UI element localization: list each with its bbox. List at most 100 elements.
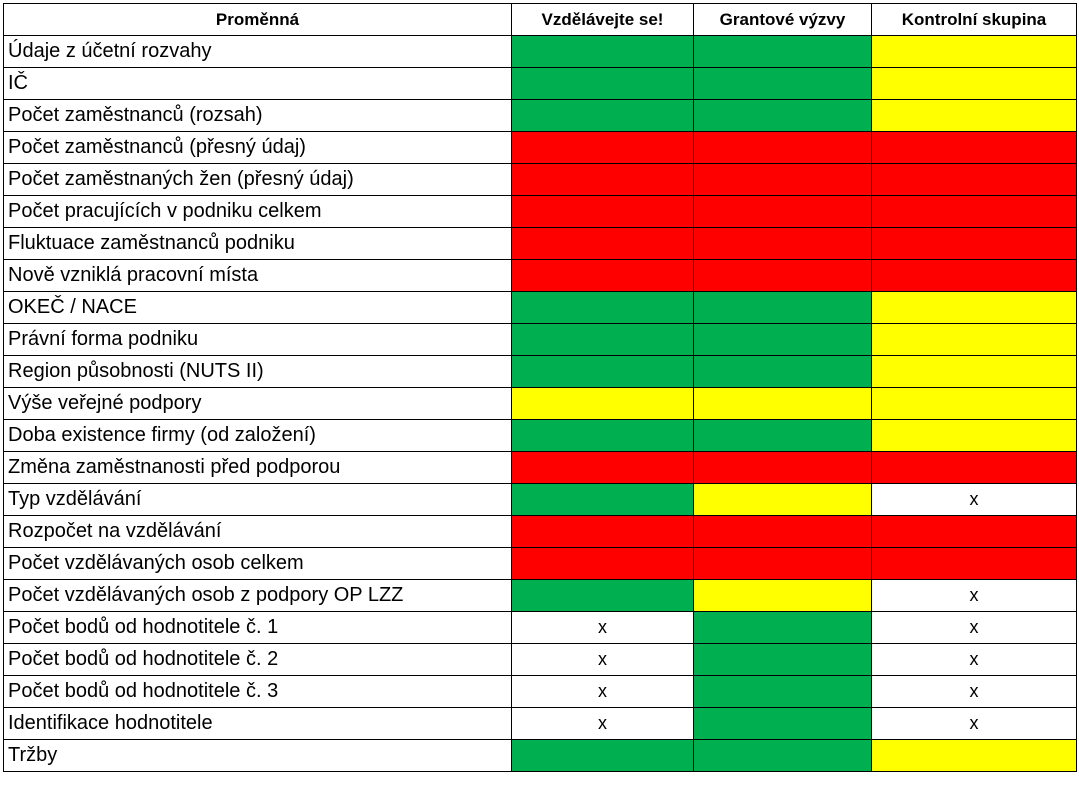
table-row: Region působnosti (NUTS II)	[3, 355, 1077, 388]
status-cell-green	[511, 355, 694, 388]
header-variable: Proměnná	[3, 3, 512, 36]
variable-label: Počet vzdělávaných osob celkem	[3, 547, 512, 580]
table-row: Počet pracujících v podniku celkem	[3, 195, 1077, 228]
variable-label: Rozpočet na vzdělávání	[3, 515, 512, 548]
variable-label: Region působnosti (NUTS II)	[3, 355, 512, 388]
status-cell-green	[693, 739, 872, 772]
status-cell-red	[871, 515, 1077, 548]
table-row: Rozpočet na vzdělávání	[3, 515, 1077, 548]
status-cell-x: x	[871, 643, 1077, 676]
status-cell-red	[693, 163, 872, 196]
status-cell-green	[511, 323, 694, 356]
status-cell-yellow	[693, 579, 872, 612]
status-cell-yellow	[871, 35, 1077, 68]
table-row: Počet vzdělávaných osob z podpory OP LZZ…	[3, 579, 1077, 612]
table-row: Tržby	[3, 739, 1077, 772]
variable-label: Počet bodů od hodnotitele č. 3	[3, 675, 512, 708]
status-cell-green	[693, 323, 872, 356]
status-cell-green	[693, 707, 872, 740]
status-cell-red	[511, 515, 694, 548]
status-cell-red	[871, 227, 1077, 260]
variable-label: Počet bodů od hodnotitele č. 1	[3, 611, 512, 644]
status-cell-x: x	[511, 643, 694, 676]
variable-label: Počet vzdělávaných osob z podpory OP LZZ	[3, 579, 512, 612]
variable-label: IČ	[3, 67, 512, 100]
status-cell-green	[693, 99, 872, 132]
status-cell-green	[511, 579, 694, 612]
status-cell-green	[693, 611, 872, 644]
status-cell-red	[693, 547, 872, 580]
status-cell-green	[511, 419, 694, 452]
header-kontrolni-skupina: Kontrolní skupina	[871, 3, 1077, 36]
status-cell-red	[511, 547, 694, 580]
table-row: Počet zaměstnanců (přesný údaj)	[3, 131, 1077, 164]
status-cell-green	[511, 99, 694, 132]
status-cell-red	[511, 195, 694, 228]
status-cell-yellow	[871, 99, 1077, 132]
table-row: Počet zaměstnaných žen (přesný údaj)	[3, 163, 1077, 196]
status-cell-red	[871, 131, 1077, 164]
status-cell-yellow	[871, 323, 1077, 356]
status-cell-green	[511, 67, 694, 100]
status-cell-x: x	[511, 707, 694, 740]
variable-label: Počet bodů od hodnotitele č. 2	[3, 643, 512, 676]
status-cell-red	[511, 163, 694, 196]
status-cell-yellow	[693, 483, 872, 516]
variable-label: OKEČ / NACE	[3, 291, 512, 324]
status-cell-green	[511, 35, 694, 68]
variable-label: Nově vzniklá pracovní místa	[3, 259, 512, 292]
status-cell-green	[693, 291, 872, 324]
table-row: IČ	[3, 67, 1077, 100]
status-cell-red	[693, 451, 872, 484]
variable-label: Počet zaměstnanců (rozsah)	[3, 99, 512, 132]
variable-label: Fluktuace zaměstnanců podniku	[3, 227, 512, 260]
status-cell-x: x	[511, 611, 694, 644]
status-cell-green	[511, 739, 694, 772]
status-cell-green	[693, 67, 872, 100]
table-row: Výše veřejné podpory	[3, 387, 1077, 420]
status-cell-red	[511, 451, 694, 484]
status-cell-red	[871, 451, 1077, 484]
status-cell-red	[693, 227, 872, 260]
status-cell-green	[511, 291, 694, 324]
variable-label: Právní forma podniku	[3, 323, 512, 356]
variable-label: Výše veřejné podpory	[3, 387, 512, 420]
status-cell-yellow	[871, 739, 1077, 772]
status-cell-red	[693, 259, 872, 292]
status-cell-yellow	[871, 67, 1077, 100]
variable-label: Počet zaměstnaných žen (přesný údaj)	[3, 163, 512, 196]
table-row: Změna zaměstnanosti před podporou	[3, 451, 1077, 484]
variable-label: Údaje z účetní rozvahy	[3, 35, 512, 68]
status-cell-yellow	[871, 419, 1077, 452]
status-cell-red	[511, 131, 694, 164]
table-row: OKEČ / NACE	[3, 291, 1077, 324]
table-body: Údaje z účetní rozvahy IČ Počet zaměstnanc…	[3, 35, 1077, 772]
variable-label: Typ vzdělávání	[3, 483, 512, 516]
status-cell-red	[511, 259, 694, 292]
status-cell-x: x	[871, 707, 1077, 740]
header-grantove-vyzvy: Grantové výzvy	[693, 3, 872, 36]
status-cell-yellow	[693, 387, 872, 420]
status-cell-yellow	[871, 355, 1077, 388]
status-cell-red	[693, 515, 872, 548]
table-row: Identifikace hodnotitele x x	[3, 707, 1077, 740]
status-cell-x: x	[511, 675, 694, 708]
status-cell-red	[693, 195, 872, 228]
status-cell-red	[693, 131, 872, 164]
status-cell-yellow	[871, 291, 1077, 324]
table-row: Právní forma podniku	[3, 323, 1077, 356]
status-cell-red	[511, 227, 694, 260]
status-cell-red	[871, 195, 1077, 228]
header-vzdelavejte-se: Vzdělávejte se!	[511, 3, 694, 36]
status-cell-green	[693, 419, 872, 452]
variable-label: Počet pracujících v podniku celkem	[3, 195, 512, 228]
table-row: Nově vzniklá pracovní místa	[3, 259, 1077, 292]
table-row: Počet zaměstnanců (rozsah)	[3, 99, 1077, 132]
table-row: Údaje z účetní rozvahy	[3, 35, 1077, 68]
variable-label: Identifikace hodnotitele	[3, 707, 512, 740]
status-cell-x: x	[871, 611, 1077, 644]
header-row: Proměnná Vzdělávejte se! Grantové výzvy …	[3, 3, 1077, 36]
table-row: Počet vzdělávaných osob celkem	[3, 547, 1077, 580]
